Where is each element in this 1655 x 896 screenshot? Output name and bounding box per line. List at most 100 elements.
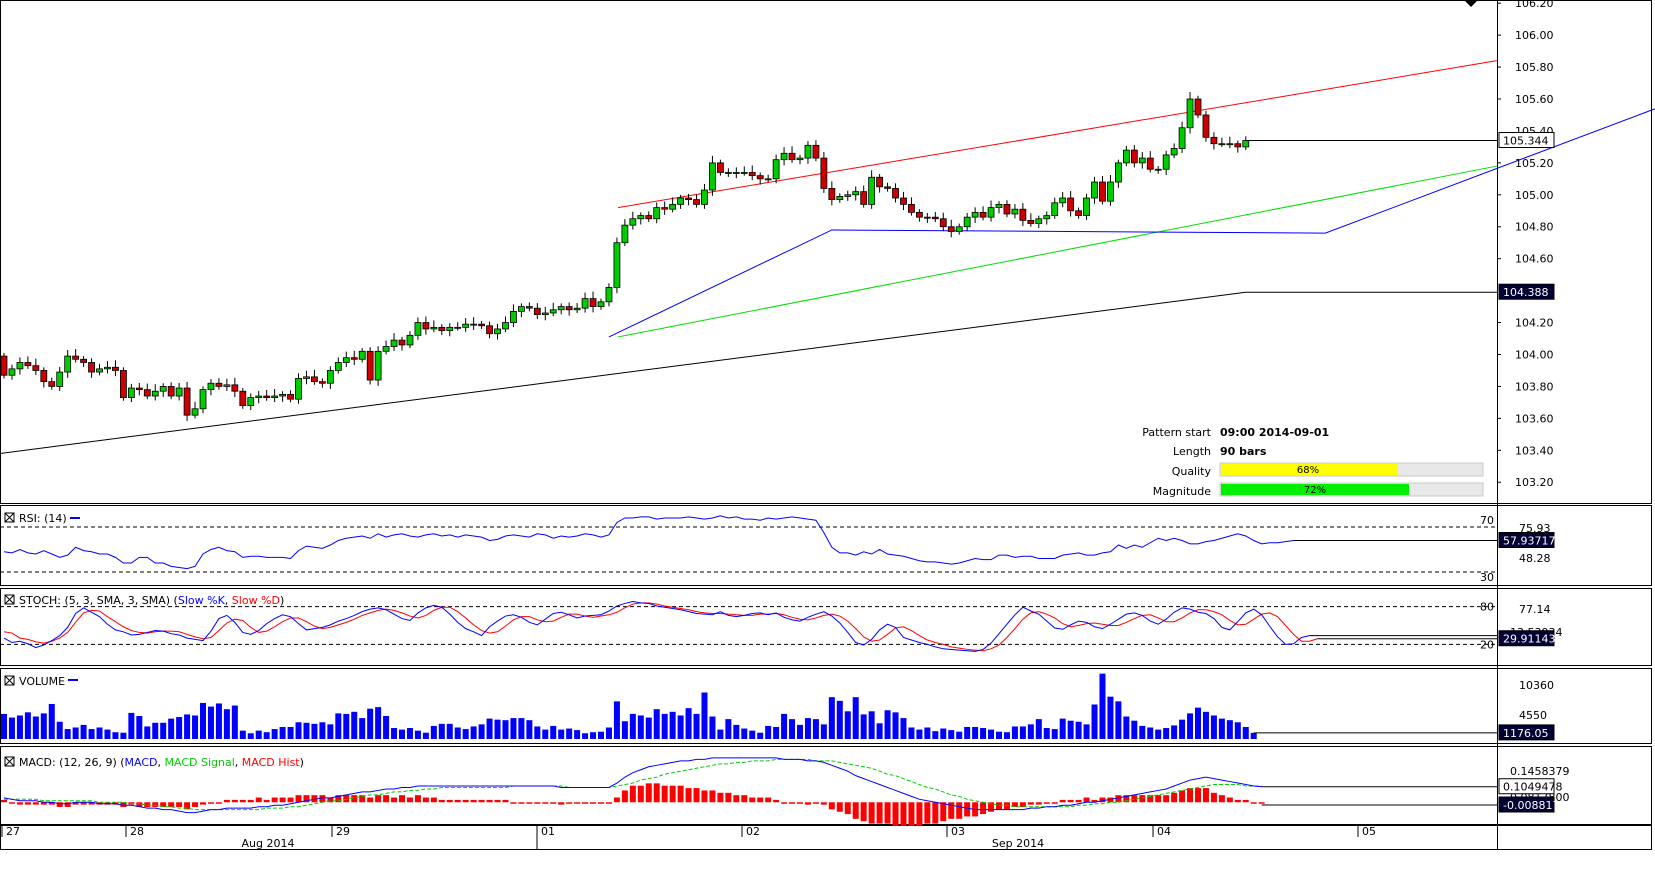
macd-hist-bar	[279, 797, 286, 803]
candle	[72, 355, 80, 360]
volume-bar	[964, 726, 971, 739]
macd-hist-bar	[510, 802, 517, 804]
macd-hist-bar	[367, 797, 374, 803]
macd-hist-bar	[1195, 788, 1201, 803]
candle	[1122, 149, 1130, 164]
volume-bar	[112, 732, 119, 739]
volume-bar	[852, 697, 859, 739]
candle	[80, 358, 87, 363]
volume-bar	[1171, 725, 1178, 739]
macd-hist-bar	[406, 797, 413, 803]
day-label: 04	[1157, 825, 1171, 838]
volume-bar	[1051, 729, 1058, 739]
volume-panel[interactable]	[1, 673, 1497, 739]
volume-bar	[1043, 728, 1050, 739]
candle	[581, 298, 589, 309]
candle	[438, 326, 446, 331]
volume-bar	[160, 722, 167, 739]
macd-hist-bar	[152, 802, 159, 807]
length-value: 90 bars	[1220, 445, 1267, 458]
macd-hist-bar	[311, 795, 318, 803]
volume-bar	[462, 729, 469, 739]
volume-bar	[590, 732, 597, 739]
candle	[1234, 143, 1242, 148]
macd-hist-bar	[40, 802, 47, 805]
candle	[724, 172, 732, 174]
volume-bar	[924, 727, 931, 739]
candle	[1138, 157, 1146, 164]
volume-bar	[438, 723, 445, 739]
volume-bar	[486, 718, 493, 739]
macd-hist-bar	[231, 799, 238, 803]
volume-bar	[693, 713, 700, 739]
rsi-axis-label: 75.93	[1519, 522, 1551, 535]
macd-panel[interactable]	[1, 757, 1497, 826]
macd-hist-bar	[916, 802, 923, 826]
volume-bar	[430, 725, 437, 739]
macd-close-box-icon[interactable]	[4, 756, 15, 767]
rsi-axis-label-partial: 48.28	[1519, 552, 1551, 565]
stoch-close-box-icon[interactable]	[4, 594, 15, 605]
quality-value: 68%	[1297, 465, 1319, 476]
macd-hist-bar	[1258, 802, 1265, 804]
price-tick-label: 104.80	[1515, 221, 1554, 234]
candle	[541, 312, 549, 315]
volume-bar	[725, 719, 732, 739]
candle	[96, 368, 103, 373]
macd-hist-bar	[1035, 802, 1042, 805]
volume-bar	[661, 713, 668, 739]
volume-bar	[1019, 726, 1026, 739]
macd-hist-bar	[804, 802, 811, 805]
macd-hist-bar	[621, 790, 628, 803]
macd-axis-label-partial: 0.1458379	[1510, 765, 1570, 778]
volume-bar	[1210, 715, 1217, 739]
candle	[64, 355, 72, 373]
rsi-line	[3, 515, 1294, 570]
candle	[56, 371, 64, 387]
candle	[971, 211, 979, 218]
price-tick-label: 105.20	[1515, 157, 1554, 170]
candle	[931, 216, 939, 220]
volume-label-group: VOLUME	[4, 675, 78, 688]
candle	[1051, 202, 1059, 216]
candle	[1146, 157, 1154, 170]
macd-hist-bar	[1011, 802, 1018, 807]
stoch-panel[interactable]: 80 20	[0, 601, 1497, 652]
price-tick-label: 103.80	[1515, 380, 1554, 393]
macd-signal-label: MACD Signal	[165, 756, 235, 769]
candle	[613, 242, 621, 288]
macd-hist-bar	[215, 802, 222, 804]
candle	[836, 196, 844, 201]
volume-bar	[757, 732, 764, 739]
macd-hist-bar	[773, 799, 780, 803]
volume-bar	[677, 715, 684, 739]
price-panel[interactable]	[0, 60, 1655, 454]
volume-bar	[295, 722, 302, 739]
candle	[987, 207, 995, 218]
rsi-close-box-icon[interactable]	[4, 512, 15, 523]
volume-bar	[152, 722, 159, 739]
candle	[1162, 154, 1170, 170]
volume-bar	[359, 718, 366, 739]
candle	[454, 326, 462, 329]
macd-hist-bar	[1027, 802, 1034, 805]
macd-hist-bar	[1155, 795, 1162, 803]
candle	[1091, 181, 1098, 199]
candle	[295, 378, 302, 400]
candle	[629, 218, 637, 226]
volume-bar	[526, 720, 533, 739]
macd-hist-bar	[422, 797, 429, 803]
candle	[605, 287, 613, 303]
scroll-end-arrow-icon[interactable]	[1464, 0, 1478, 7]
price-tick-label: 105.00	[1515, 189, 1554, 202]
candle	[557, 306, 565, 311]
candle	[486, 325, 493, 335]
rsi-panel[interactable]: 70 30	[0, 514, 1497, 584]
candle	[1075, 210, 1082, 216]
macd-hist-bar	[717, 792, 724, 803]
macd-hist-bar	[184, 802, 191, 810]
macd-hist-bar	[844, 802, 851, 815]
candle	[701, 189, 708, 205]
macd-hist-bar	[32, 802, 39, 805]
volume-close-box-icon[interactable]	[4, 675, 15, 686]
